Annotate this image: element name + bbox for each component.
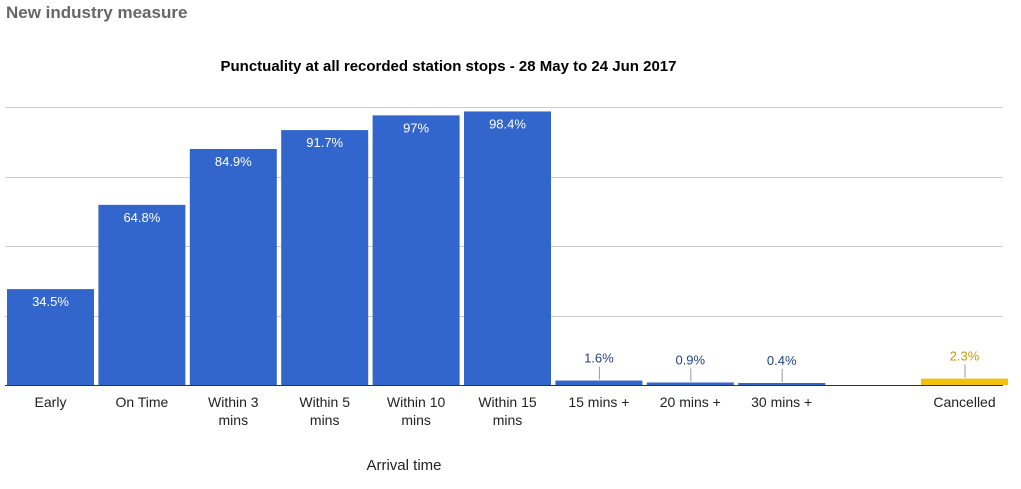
data-label: 84.9% [215, 154, 252, 169]
data-label: 1.6% [584, 351, 614, 366]
x-tick-label: Within 3 [208, 394, 259, 410]
data-label: 2.3% [950, 349, 980, 364]
x-tick-label: mins [493, 412, 523, 428]
data-label: 98.4% [489, 116, 526, 131]
data-label: 91.7% [306, 135, 343, 150]
bar [464, 111, 551, 385]
data-label: 34.5% [32, 294, 69, 309]
x-tick-label: Within 10 [387, 394, 446, 410]
bar [921, 378, 1008, 385]
x-tick-labels: Early On Time Within 3 mins Within 5 mins With… [35, 394, 996, 428]
x-tick-label: mins [310, 412, 340, 428]
x-tick-label: 15 mins + [568, 394, 629, 410]
bar [281, 130, 369, 385]
page-heading: New industry measure [6, 3, 188, 22]
x-tick-label: 20 mins + [660, 394, 721, 410]
x-tick-label: On Time [115, 394, 168, 410]
x-tick-label: mins [219, 412, 249, 428]
data-labels: 34.5% 64.8% 84.9% 91.7% 97% 98.4% 1.6% 0.9% 0.4%… [32, 116, 980, 382]
x-tick-label: Within 15 [478, 394, 537, 410]
bar [98, 204, 186, 385]
data-label: 97% [403, 120, 429, 135]
bar [189, 148, 277, 385]
x-axis-label: Arrival time [366, 457, 442, 474]
bar [738, 383, 826, 385]
data-label: 64.8% [123, 210, 160, 225]
bar [372, 115, 460, 385]
x-tick-label: Within 5 [299, 394, 350, 410]
data-label: 0.4% [767, 353, 797, 368]
x-tick-label: Cancelled [933, 394, 995, 410]
bar [7, 289, 94, 385]
x-tick-label: mins [401, 412, 431, 428]
bar [555, 380, 643, 385]
bars [7, 111, 1008, 385]
data-label: 0.9% [675, 352, 705, 367]
x-tick-label: Early [35, 394, 67, 410]
chart-title: Punctuality at all recorded station stop… [220, 58, 677, 75]
x-tick-label: 30 mins + [751, 394, 812, 410]
bar [646, 382, 734, 385]
